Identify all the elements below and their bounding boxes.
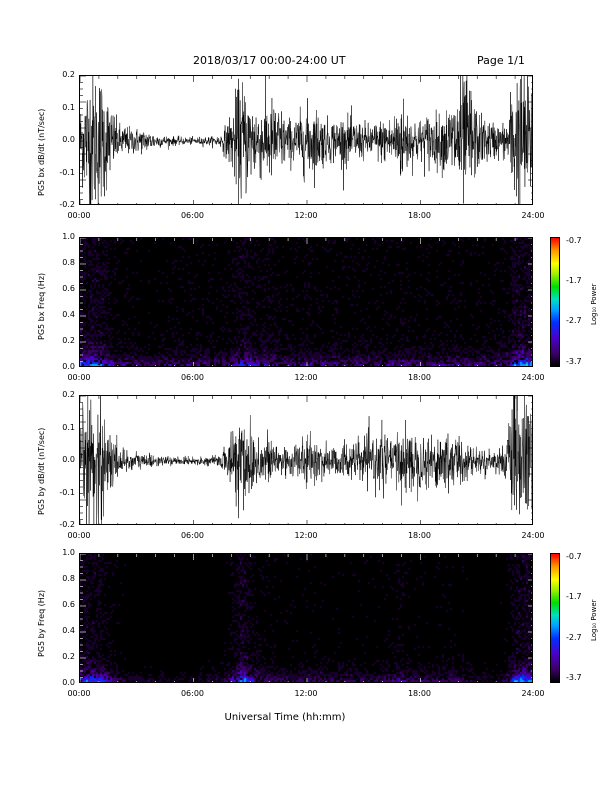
bx-colorbar-tick: -2.7 [566, 316, 582, 325]
by-spectrogram-panel [79, 553, 533, 683]
y-tick-label: 0.1 [62, 102, 75, 112]
y-tick-label: 0.6 [62, 284, 75, 293]
y-tick-label: 0.2 [62, 390, 75, 399]
x-tick-label: 18:00 [407, 373, 432, 382]
x-tick-label: 12:00 [294, 373, 318, 382]
bx-colorbar [550, 237, 560, 367]
by-colorbar-tick: -3.7 [566, 673, 582, 682]
y-tick-label: 0.4 [62, 626, 75, 635]
tick-marks [80, 76, 532, 204]
x-tick-label: 00:00 [67, 689, 91, 698]
bx-colorbar-tick: -1.7 [566, 276, 582, 285]
x-tick-label: 12:00 [294, 689, 318, 698]
waveform-plot [80, 76, 532, 204]
x-tick-label: 00:00 [67, 373, 91, 382]
x-tick-label: 12:00 [294, 531, 318, 540]
series-line [80, 396, 532, 524]
y-tick-label: 0.8 [62, 574, 75, 583]
by-colorbar-tick: -0.7 [566, 552, 582, 561]
by-colorbar-label: Log₁₀ Power [590, 599, 598, 641]
bx-colorbar-label: Log₁₀ Power [590, 283, 598, 325]
x-tick-label: 24:00 [521, 373, 545, 382]
y-tick-label: -0.1 [59, 167, 75, 177]
x-tick-label: 06:00 [180, 531, 205, 540]
bx-waveform-ylabel: PG5 bx dB/dt (nT/sec) [37, 108, 46, 196]
bx-colorbar-tick: -0.7 [566, 236, 582, 245]
spectrogram-image [80, 554, 532, 682]
spectrogram-image [80, 238, 532, 366]
bx-spectrogram-panel [79, 237, 533, 367]
y-tick-label: 0.1 [62, 422, 75, 432]
x-tick-label: 06:00 [180, 211, 205, 220]
by-colorbar-tick: -1.7 [566, 592, 582, 601]
plot-title: 2018/03/17 00:00-24:00 UT [193, 54, 346, 67]
tick-marks [80, 238, 532, 366]
y-tick-label: 0.0 [62, 135, 75, 144]
y-tick-label: 0.2 [62, 70, 75, 79]
x-tick-label: 12:00 [294, 211, 318, 220]
y-tick-label: 0.2 [62, 652, 75, 661]
x-tick-label: 06:00 [180, 373, 205, 382]
waveform-plot [80, 396, 532, 524]
x-tick-label: 00:00 [67, 211, 91, 220]
y-tick-label: 1.0 [62, 548, 75, 557]
by-waveform-ylabel: PG5 by dB/dt (nT/sec) [37, 427, 46, 515]
x-tick-label: 06:00 [180, 689, 205, 698]
y-tick-label: 0.6 [62, 600, 75, 609]
y-tick-label: -0.2 [59, 200, 75, 209]
bx-colorbar-tick: -3.7 [566, 357, 582, 366]
y-tick-label: 0.4 [62, 310, 75, 319]
y-tick-label: 0.2 [62, 336, 75, 345]
bx-spectrogram-ylabel: PG5 bx Freq (Hz) [37, 272, 46, 340]
y-tick-label: -0.1 [59, 487, 75, 497]
x-tick-label: 18:00 [407, 689, 432, 698]
series-line [80, 76, 532, 204]
bx-waveform-panel [79, 75, 533, 205]
tick-marks [80, 554, 532, 682]
y-tick-label: 0.0 [62, 678, 75, 687]
x-axis-label: Universal Time (hh:mm) [224, 712, 346, 723]
x-tick-label: 24:00 [521, 531, 545, 540]
tick-marks [80, 396, 532, 524]
y-tick-label: 0.0 [62, 455, 75, 464]
y-tick-label: 0.8 [62, 258, 75, 267]
y-tick-label: 0.0 [62, 362, 75, 371]
x-tick-label: 00:00 [67, 531, 91, 540]
x-tick-label: 24:00 [521, 689, 545, 698]
by-colorbar [550, 553, 560, 683]
y-tick-label: -0.2 [59, 520, 75, 529]
by-colorbar-tick: -2.7 [566, 633, 582, 642]
x-tick-label: 18:00 [407, 531, 432, 540]
y-tick-label: 1.0 [62, 232, 75, 241]
page-indicator: Page 1/1 [477, 54, 525, 67]
by-waveform-panel [79, 395, 533, 525]
x-tick-label: 18:00 [407, 211, 432, 220]
x-tick-label: 24:00 [521, 211, 545, 220]
